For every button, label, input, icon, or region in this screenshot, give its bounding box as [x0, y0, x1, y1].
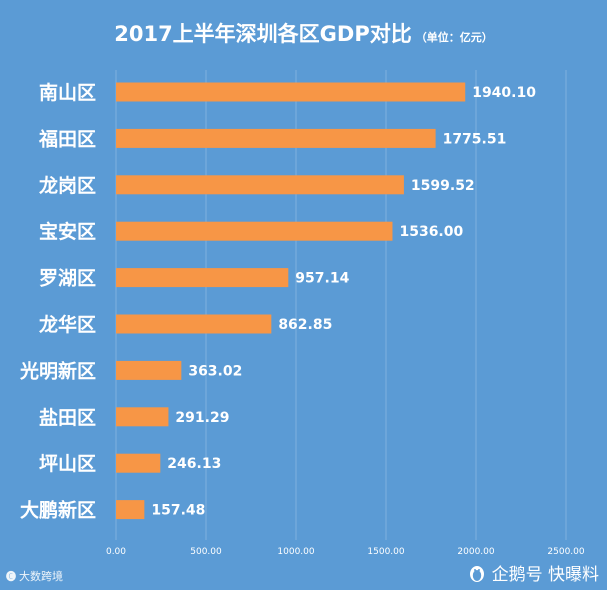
data-label: 291.29 — [175, 410, 229, 426]
watermark-left: 🅒 大数跨境 — [6, 568, 63, 584]
category-label: 宝安区 — [39, 220, 96, 243]
x-tick-label: 500.00 — [190, 547, 222, 557]
penguin-icon — [469, 565, 484, 582]
data-label: 862.85 — [278, 317, 332, 333]
bar — [116, 407, 169, 427]
x-tick-label: 1500.00 — [367, 547, 404, 557]
data-label: 1536.00 — [399, 224, 463, 240]
x-tick-label: 2000.00 — [457, 547, 494, 557]
category-label: 光明新区 — [19, 359, 96, 382]
bar — [116, 221, 393, 241]
data-label: 246.13 — [167, 456, 221, 472]
brand-logo-icon: 🅒 — [6, 572, 16, 583]
chart-unit: （单位：亿元） — [415, 31, 493, 44]
x-tick-label: 1000.00 — [277, 547, 314, 557]
bar — [116, 453, 161, 473]
category-label: 坪山区 — [39, 453, 96, 475]
watermark-left-text: 大数跨境 — [19, 570, 63, 583]
category-label: 大鹏新区 — [20, 499, 96, 522]
bar — [116, 360, 182, 380]
data-label: 1599.52 — [411, 178, 475, 194]
bar — [116, 500, 145, 520]
bar — [116, 268, 289, 288]
data-label: 363.02 — [188, 363, 242, 379]
data-label: 1940.10 — [472, 85, 536, 101]
category-label: 南山区 — [39, 82, 96, 104]
bar — [116, 175, 404, 195]
data-label: 1775.51 — [443, 131, 507, 147]
x-tick-label: 0.00 — [106, 547, 126, 557]
chart-title-row: 2017上半年深圳各区GDP对比 （单位：亿元） — [0, 18, 607, 48]
category-label: 福田区 — [38, 127, 96, 150]
bar — [116, 82, 466, 102]
data-label: 957.14 — [295, 271, 349, 287]
category-label: 罗湖区 — [39, 268, 96, 290]
data-label: 157.48 — [151, 503, 205, 519]
bar — [116, 314, 272, 334]
bar — [116, 128, 436, 148]
chart-title: 2017上半年深圳各区GDP对比 — [114, 22, 412, 46]
x-tick-label: 2500.00 — [547, 547, 584, 557]
category-label: 盐田区 — [39, 406, 96, 429]
watermark-right: 企鹅号 快曝料 — [467, 560, 599, 585]
category-label: 龙华区 — [39, 313, 96, 336]
watermark-right-text: 企鹅号 快曝料 — [491, 565, 599, 585]
category-label: 龙岗区 — [39, 174, 96, 197]
